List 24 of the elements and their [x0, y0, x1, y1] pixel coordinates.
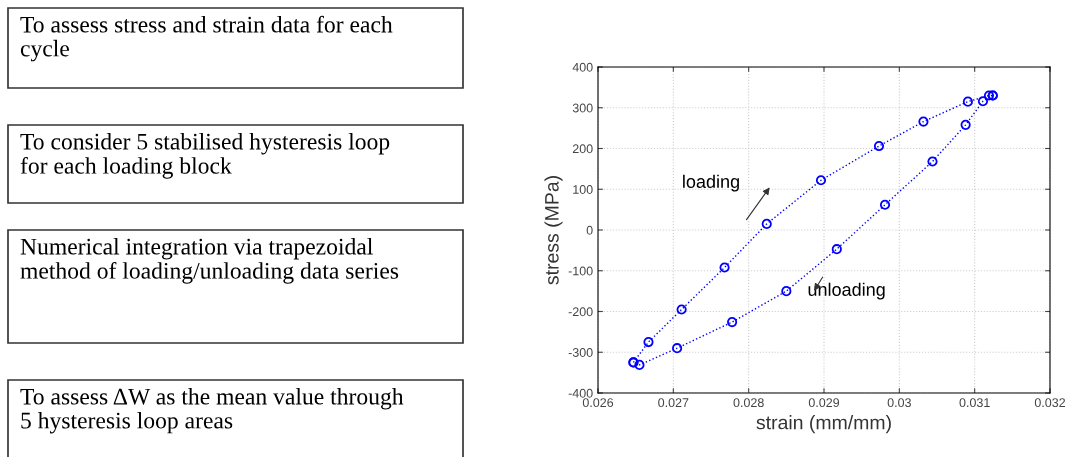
text: To assess stress and strain data for each cycle: [20, 15, 393, 62]
text: Numerical integration via trapezoidal method of loading/unloading data series: [20, 238, 399, 284]
x-axis-title: strain (mm/mm): [756, 415, 891, 434]
x-tick-label: 0.028: [733, 398, 764, 408]
annotation: loading: [683, 174, 739, 192]
x-tick-label: 0.027: [658, 398, 689, 408]
x-tick-label: 0.03: [887, 398, 911, 408]
text: To consider 5 stabilised hysteresis loop for each loading block: [20, 133, 390, 179]
text: To assess ΔW as the mean value through 5 hysteresis loop areas: [20, 388, 404, 434]
x-tick-label: 0.031: [959, 398, 990, 408]
y-tick-label: 200: [572, 144, 593, 154]
x-tick-label: 0.032: [1034, 398, 1066, 408]
y-tick-label: 100: [573, 185, 593, 194]
y-tick-label: 300: [572, 103, 593, 113]
y-tick-label: 400: [572, 62, 593, 72]
y-axis-title: stress (MPa): [544, 176, 563, 285]
y-tick-label: -300: [568, 348, 593, 357]
annotation: unloading: [808, 282, 885, 300]
y-tick-label: -400: [568, 388, 593, 398]
y-tick-label: 0: [586, 225, 593, 235]
y-tick-label: -100: [568, 266, 593, 276]
y-tick-label: -200: [568, 307, 593, 317]
x-tick-label: 0.029: [808, 398, 840, 408]
x-tick-label: 0.026: [582, 398, 614, 408]
